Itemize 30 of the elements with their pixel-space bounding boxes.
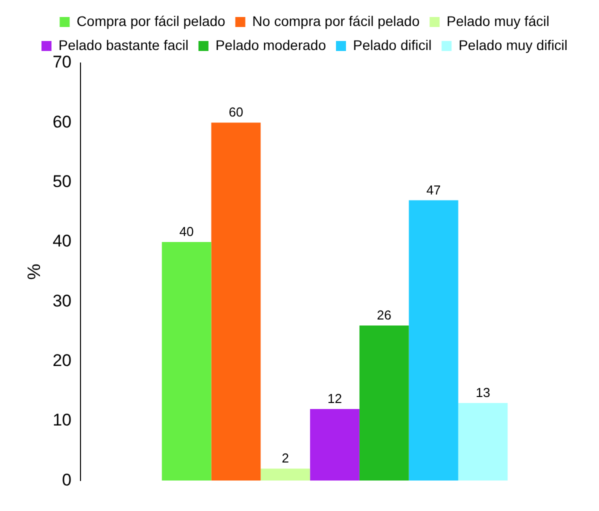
y-tick-label: 30 [52,291,72,310]
data-label: 12 [328,391,342,406]
data-label: 2 [282,450,289,466]
legend-label: No compra por fácil pelado [252,12,420,29]
bar [458,403,508,481]
bar [260,468,310,481]
data-label: 47 [426,182,441,198]
legend-label: Pelado dificil [352,36,432,53]
y-tick-label: 10 [52,410,72,430]
legend-label: Pelado muy dificil [458,36,568,53]
legend-label: Pelado moderado [215,36,326,53]
bar [211,122,261,481]
y-tick-label: 70 [52,52,72,72]
data-label: 40 [179,224,194,240]
y-tick-label: 0 [62,470,72,490]
legend-label: Compra por fácil pelado [76,12,226,29]
data-label: 13 [476,385,490,400]
legend-label: Pelado bastante facil [58,36,188,53]
y-tick-label: 20 [52,350,72,370]
data-label: 60 [228,104,244,120]
y-tick-label: 50 [52,172,72,191]
bar [162,242,212,481]
data-label: 26 [376,308,392,323]
bar [408,200,458,481]
y-axis-title: % [24,264,44,280]
y-tick-label: 40 [52,232,72,251]
y-tick-label: 60 [52,112,72,132]
bar [359,325,409,481]
bar [310,409,360,481]
legend-label: Pelado muy fácil [446,12,550,29]
